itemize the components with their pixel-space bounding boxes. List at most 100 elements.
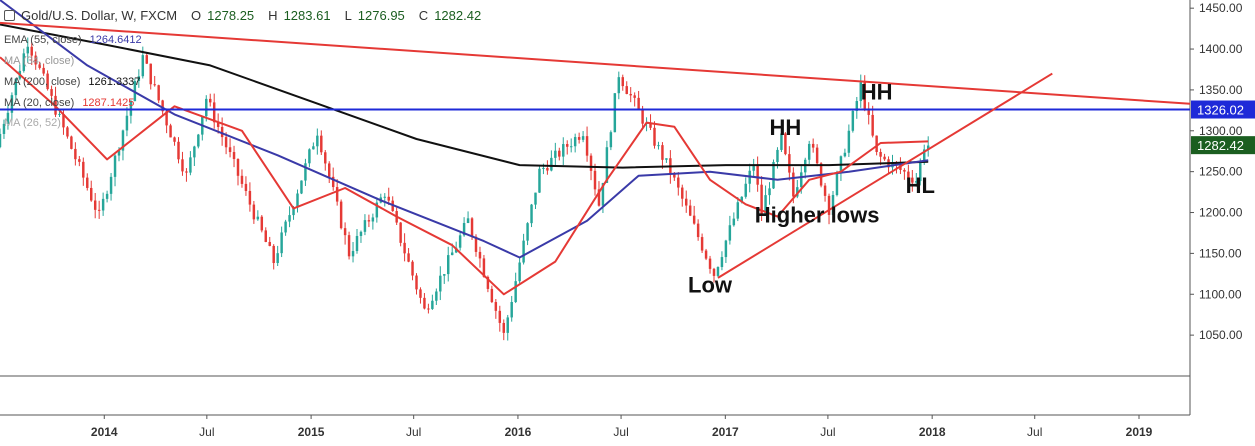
candle-body <box>859 82 862 102</box>
candle-body <box>736 202 740 219</box>
candle-body <box>375 202 379 218</box>
indicator-ema55[interactable]: EMA (55, close) 1264.6412 <box>4 34 142 46</box>
candle-body <box>320 135 323 153</box>
candle-body <box>768 188 771 196</box>
candle-body <box>526 223 529 241</box>
candle-body <box>851 110 855 131</box>
candle-body <box>867 108 870 115</box>
candle-body <box>276 253 279 264</box>
indicator-ma20[interactable]: MA (20, close) 1287.1425 <box>4 97 134 109</box>
candle-body <box>923 149 926 161</box>
candle-body <box>423 297 426 309</box>
candle-body <box>581 136 585 140</box>
candle-body <box>534 192 537 205</box>
moving-average-line <box>0 56 929 296</box>
moving-average-line <box>0 0 929 259</box>
candle-body <box>569 146 573 148</box>
candle-body <box>688 205 692 216</box>
candle-body <box>252 204 256 220</box>
candle-body <box>42 67 45 74</box>
indicator-ma34[interactable]: MA (34, close) <box>4 55 74 67</box>
candle-body <box>339 201 343 229</box>
candle-body <box>62 113 65 128</box>
candle-body <box>10 95 14 113</box>
candle-body <box>573 137 577 147</box>
chart-annotation: HH <box>770 115 802 140</box>
candle-body <box>554 150 557 158</box>
x-tick-label: 2019 <box>1126 425 1153 439</box>
candle-body <box>316 135 319 147</box>
candle-body <box>692 215 696 224</box>
candle-body <box>90 187 93 201</box>
candle-body <box>807 143 811 160</box>
candle-body <box>312 146 315 150</box>
chart-settings-icon[interactable] <box>4 10 15 21</box>
candle-body <box>46 73 49 90</box>
candle-body <box>796 187 799 197</box>
candle-body <box>613 93 617 133</box>
indicator-label: MA (20, close) <box>4 97 75 109</box>
x-tick-label: 2016 <box>505 425 532 439</box>
candle-body <box>744 183 747 197</box>
candle-body <box>657 145 660 147</box>
candle-body <box>272 245 275 264</box>
indicator-label: MA (34, close) <box>4 55 75 67</box>
x-tick-label: Jul <box>1027 425 1042 439</box>
candle-body <box>633 95 636 98</box>
candle-body <box>431 300 434 309</box>
candle-body <box>530 204 533 224</box>
candle-body <box>542 167 545 169</box>
candle-body <box>724 240 728 258</box>
candle-body <box>292 207 295 216</box>
candle-body <box>324 152 327 164</box>
candle-body <box>284 221 287 233</box>
chart-annotation: HH <box>861 80 893 105</box>
candle-body <box>351 251 355 257</box>
candle-body <box>117 150 121 156</box>
candle-body <box>792 172 795 197</box>
x-tick-label: 2015 <box>298 425 325 439</box>
symbol-title[interactable]: Gold/U.S. Dollar, W, FXCM <box>21 8 178 23</box>
y-tick-label: 1100.00 <box>1199 287 1242 301</box>
candle-body <box>228 147 232 153</box>
candle-body <box>621 77 624 87</box>
x-tick-label: Jul <box>406 425 421 439</box>
candle-body <box>883 156 886 160</box>
candle-body <box>105 193 109 199</box>
candle-body <box>411 261 414 276</box>
indicator-ma26-52[interactable]: MA (26, 52) <box>4 117 61 129</box>
candle-body <box>260 216 264 231</box>
candle-body <box>478 251 482 259</box>
candle-body <box>827 195 831 215</box>
candle-body <box>510 301 513 318</box>
candle-body <box>847 130 851 153</box>
candle-body <box>185 171 188 173</box>
candle-body <box>308 149 311 164</box>
candle-body <box>700 237 704 251</box>
candle-body <box>641 109 644 124</box>
indicator-ma200[interactable]: MA (200, close) 1261.3337 <box>4 76 140 88</box>
candle-body <box>470 218 474 237</box>
open-label: O <box>191 8 202 23</box>
candle-body <box>915 181 918 183</box>
candle-body <box>288 215 291 222</box>
candle-body <box>605 147 609 183</box>
candle-body <box>720 257 724 268</box>
candle-body <box>236 158 240 176</box>
x-tick-label: Jul <box>199 425 214 439</box>
candle-body <box>50 89 53 96</box>
last-price-tag <box>1191 136 1255 155</box>
candle-body <box>209 98 212 103</box>
horizontal-level-label: 1326.02 <box>1197 103 1244 118</box>
candle-body <box>538 168 541 193</box>
candle-body <box>300 180 303 194</box>
candle-body <box>811 143 815 148</box>
candle-body <box>585 136 589 156</box>
candle-body <box>74 148 77 160</box>
x-tick-label: 2014 <box>91 425 118 439</box>
candle-body <box>788 154 791 173</box>
candle-body <box>121 130 125 151</box>
candle-body <box>173 137 176 142</box>
